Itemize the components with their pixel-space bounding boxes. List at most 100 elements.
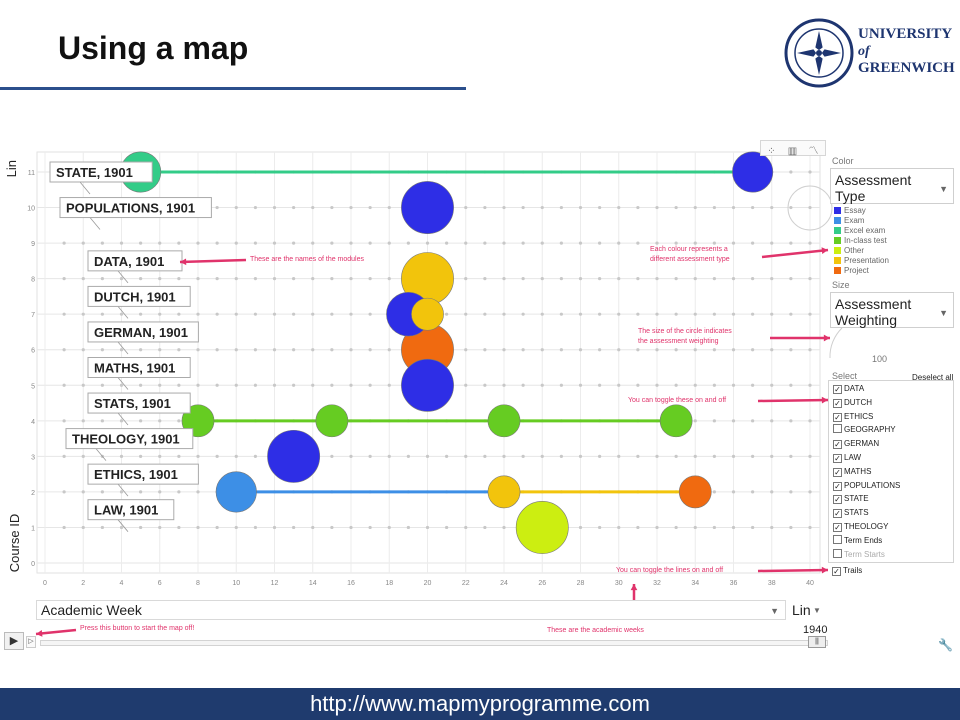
time-slider[interactable] — [40, 640, 828, 646]
y-tick-label: 6 — [31, 348, 35, 355]
legend-item[interactable]: Excel exam — [834, 226, 885, 235]
play-button[interactable]: ▶ — [4, 632, 24, 650]
trail-dot — [139, 454, 143, 458]
select-item-theology[interactable]: ✓ THEOLOGY — [833, 521, 888, 533]
slider-thumb[interactable]: || — [808, 636, 826, 648]
data-bubble[interactable] — [315, 404, 349, 438]
legend-item[interactable]: Presentation — [834, 256, 889, 265]
trail-dot — [636, 277, 640, 281]
trail-dot — [598, 312, 602, 316]
select-item-geography[interactable]: GEOGRAPHY — [833, 424, 896, 436]
trail-dot — [368, 277, 372, 281]
select-item-term-starts[interactable]: Term Starts — [833, 548, 885, 561]
trail-dot — [674, 525, 678, 530]
trail-dot — [119, 419, 124, 423]
select-item-populations[interactable]: ✓ POPULATIONS — [833, 480, 900, 492]
legend-item[interactable]: Other — [834, 246, 864, 255]
legend-item[interactable]: Project — [834, 266, 869, 275]
trail-dot — [521, 205, 525, 210]
bubble-view-icon[interactable]: ⁘ — [767, 146, 776, 157]
checkbox[interactable] — [833, 548, 842, 558]
checkbox[interactable]: ✓ — [833, 495, 842, 505]
select-item-german[interactable]: ✓ GERMAN — [833, 438, 879, 450]
wrench-icon[interactable]: 🔧 — [938, 638, 953, 652]
legend-item[interactable]: Exam — [834, 216, 864, 225]
trail-dot — [598, 205, 602, 210]
checkbox[interactable]: ✓ — [833, 467, 842, 477]
step-button[interactable]: ▷ — [26, 636, 36, 648]
data-bubble[interactable] — [411, 297, 444, 331]
logo-line-3: GREENWICH — [858, 60, 955, 76]
x-axis-select[interactable]: Academic Week ▼ — [36, 600, 786, 620]
data-bubble[interactable] — [659, 404, 693, 438]
select-item-state[interactable]: ✓ STATE — [833, 493, 869, 505]
x-tick-label: 32 — [653, 580, 661, 587]
checkbox[interactable]: ✓ — [833, 440, 842, 450]
checkbox[interactable] — [833, 424, 842, 434]
legend-swatch — [834, 227, 841, 234]
color-select[interactable]: Assessment Type ▼ — [830, 168, 954, 204]
select-item-dutch[interactable]: ✓ DUTCH — [833, 397, 872, 409]
checkbox[interactable] — [833, 534, 842, 544]
arrowhead-icon — [180, 258, 187, 266]
checkbox[interactable]: ✓ — [833, 454, 842, 463]
x-tick-label: 22 — [462, 580, 470, 587]
trail-dot — [234, 241, 238, 245]
select-item-label: Term Starts — [844, 549, 885, 559]
trail-dot — [139, 383, 143, 387]
legend-label: In-class test — [844, 236, 887, 245]
trail-dot — [502, 454, 506, 458]
data-bubble[interactable] — [487, 404, 521, 438]
checkbox[interactable]: ✓ — [833, 523, 842, 532]
trail-dot — [215, 525, 219, 530]
trail-dot — [731, 490, 736, 494]
y-scale-select[interactable]: Lin — [4, 160, 19, 178]
trails-checkbox[interactable]: ✓ Trails — [832, 566, 863, 576]
checkbox[interactable]: ✓ — [833, 412, 842, 422]
module-label: MATHS, 1901 — [94, 361, 175, 376]
deselect-all-link[interactable]: Deselect all — [912, 373, 954, 382]
select-item-data[interactable]: ✓ DATA — [833, 383, 864, 395]
trail-dot — [196, 490, 200, 494]
trail-dot — [655, 241, 659, 245]
data-bubble[interactable] — [515, 501, 569, 554]
legend-item[interactable]: In-class test — [834, 236, 887, 245]
select-item-term-ends[interactable]: Term Ends — [833, 534, 882, 547]
size-select[interactable]: Assessment Weighting ▼ — [830, 292, 954, 328]
data-bubble[interactable] — [401, 358, 454, 412]
line-view-icon[interactable]: 〽 — [808, 146, 819, 157]
data-bubble[interactable] — [487, 475, 521, 509]
trail-dot — [464, 312, 468, 316]
annotation-text: These are the names of the modules — [250, 256, 365, 263]
data-bubble[interactable] — [267, 429, 321, 483]
data-bubble[interactable] — [401, 181, 454, 234]
data-bubble[interactable] — [678, 475, 712, 509]
footer-url[interactable]: http://www.mapmyprogramme.com — [310, 691, 650, 716]
trail-dot — [349, 205, 353, 210]
module-label-layer: STATE, 1901 POPULATIONS, 1901 DATA, 1901 DU… — [49, 161, 212, 532]
trail-dot — [349, 383, 353, 387]
trail-dot — [387, 525, 391, 530]
select-item-maths[interactable]: ✓ MATHS — [833, 466, 871, 478]
trail-dot — [693, 241, 697, 245]
trail-dot — [674, 383, 678, 387]
select-item-ethics[interactable]: ✓ ETHICS — [833, 411, 873, 423]
x-scale-select[interactable]: Lin — [792, 602, 811, 618]
checkbox[interactable]: ✓ — [833, 385, 842, 394]
select-item-law[interactable]: ✓ LAW — [833, 452, 861, 464]
y-tick-label: 7 — [31, 312, 35, 319]
trail-dot — [158, 241, 162, 245]
trail-dot — [368, 383, 372, 387]
legend-item[interactable]: Essay — [834, 206, 866, 215]
data-bubble[interactable] — [215, 471, 257, 513]
bar-view-icon[interactable]: ▥ — [787, 146, 798, 157]
data-bubble[interactable] — [732, 151, 774, 193]
checkbox[interactable]: ✓ — [833, 398, 842, 408]
trail-dot — [368, 454, 372, 458]
trail-dot — [292, 241, 296, 245]
checkbox[interactable]: ✓ — [833, 509, 842, 519]
trail-dot — [674, 241, 678, 245]
checkbox[interactable]: ✓ — [833, 481, 842, 491]
trail-dot — [636, 454, 640, 458]
select-item-stats[interactable]: ✓ STATS — [833, 507, 869, 519]
